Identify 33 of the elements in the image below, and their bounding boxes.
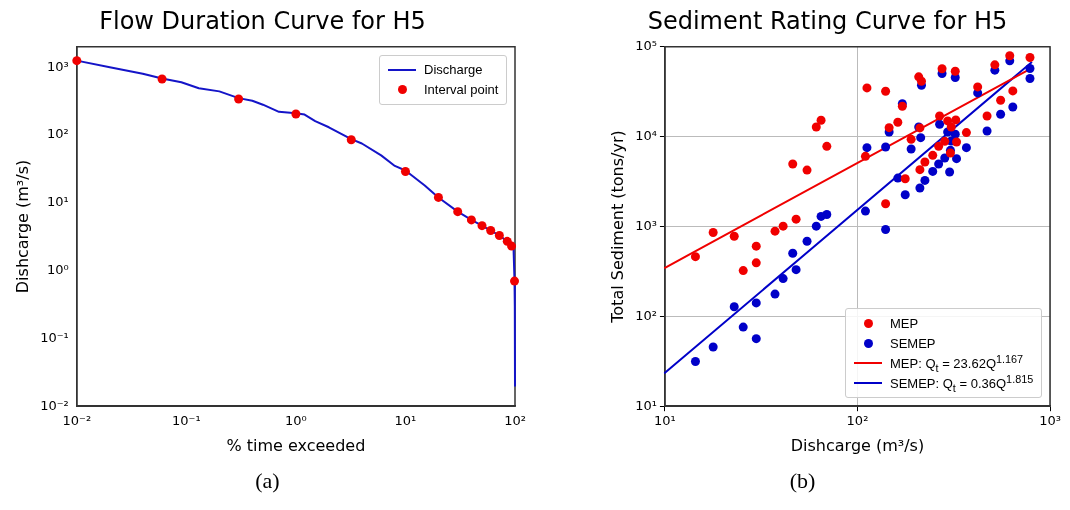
legend-label: SEMEP: Q$_{t}$ = 0.36Q$^{1.815}$ bbox=[890, 372, 1034, 394]
y-tick-label: 10⁻¹ bbox=[40, 329, 69, 345]
x-axis-title: % time exceeded bbox=[226, 435, 366, 455]
x-tick-label: 10⁻¹ bbox=[172, 413, 201, 429]
y-tick-label: 10³ bbox=[635, 217, 657, 233]
legend-label: SEMEP bbox=[890, 335, 936, 351]
chart-title: Sediment Rating Curve for H5 bbox=[647, 6, 1008, 35]
y-tick-label: 10³ bbox=[47, 58, 69, 74]
x-tick-label: 10⁰ bbox=[285, 413, 307, 429]
y-tick-label: 10² bbox=[47, 126, 69, 142]
y-tick-label: 10⁴ bbox=[635, 128, 657, 144]
y-tick-label: 10¹ bbox=[47, 194, 69, 210]
legend-label: Discharge bbox=[424, 62, 483, 78]
x-tick-label: 10¹ bbox=[394, 413, 417, 429]
x-tick-label: 10⁻² bbox=[62, 413, 92, 429]
legend-label: MEP bbox=[890, 315, 919, 331]
y-tick-label: 10⁵ bbox=[635, 38, 657, 54]
y-axis-title: Dishcarge (m³/s) bbox=[12, 159, 32, 294]
y-tick-label: 10⁻² bbox=[40, 397, 69, 413]
x-tick-label: 10² bbox=[846, 413, 869, 429]
chart-title: Flow Duration Curve for H5 bbox=[99, 6, 426, 35]
text: (a) bbox=[254, 468, 281, 494]
x-tick-label: 10³ bbox=[1039, 413, 1061, 429]
text: (b) bbox=[788, 468, 817, 494]
y-tick-label: 10¹ bbox=[635, 397, 657, 413]
y-axis-title: Total Sediment (tons/yr) bbox=[607, 130, 627, 324]
y-tick-label: 10⁰ bbox=[47, 261, 69, 277]
legend-label: Interval point bbox=[424, 82, 499, 98]
x-tick-label: 10² bbox=[504, 413, 526, 429]
x-axis-title: Dishcarge (m³/s) bbox=[790, 435, 925, 455]
y-tick-label: 10² bbox=[635, 307, 657, 323]
x-tick-label: 10¹ bbox=[654, 413, 676, 429]
legend-label: MEP: Q$_{t}$ = 23.62Q$^{1.167}$ bbox=[890, 352, 1024, 374]
